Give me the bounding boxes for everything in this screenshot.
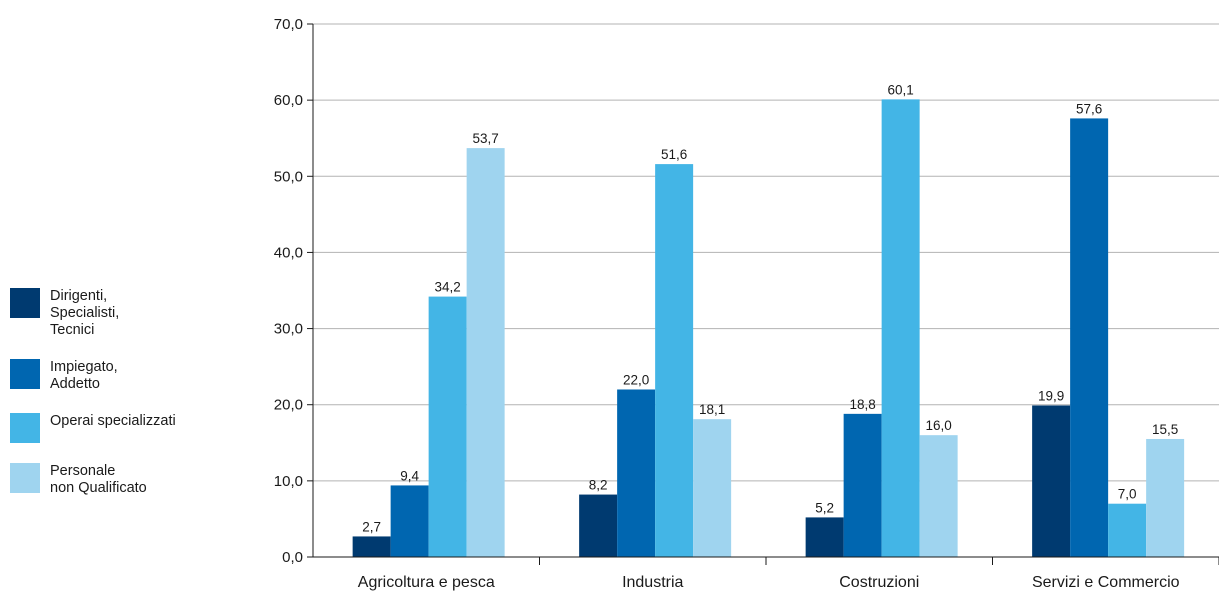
bar-value-label: 18,8 [849,397,875,412]
data-labels: 2,7 9,4 34,2 53,7 8,2 22,0 51,6 18,1 5,2 18,8 60,1… [362,82,1178,534]
legend-swatch [10,413,40,443]
bar-value-label: 7,0 [1118,487,1137,502]
x-category-label: Industria [622,574,683,591]
bar [919,435,958,557]
bar [1108,503,1147,557]
bar-value-label: 5,2 [815,500,834,515]
bar [1032,405,1071,557]
bar [390,485,429,557]
bar [655,164,694,558]
bar-value-label: 57,6 [1076,101,1102,116]
bar-value-label: 22,0 [623,372,649,387]
bar-value-label: 19,9 [1038,388,1064,403]
bar [693,419,732,557]
bar [1070,118,1109,557]
bar [881,99,920,557]
legend-swatch [10,288,40,318]
x-axis-categories: Agricoltura e pesca Industria Costruzioni S… [358,574,1180,591]
y-tick-label: 30,0 [274,321,303,338]
bar [843,413,882,557]
bar-value-label: 53,7 [472,131,498,146]
bar [617,389,656,557]
legend-label: Impiegato, Addetto [50,359,118,392]
legend: Dirigenti, Specialisti, Tecnici Impiegato… [10,288,215,517]
bar [1146,438,1185,557]
x-category-label: Servizi e Commercio [1032,574,1180,591]
bar-value-label: 18,1 [699,402,725,417]
y-axis-ticks: 0,0 10,0 20,0 30,0 40,0 50,0 60,0 70,0 [274,16,303,566]
y-tick-label: 70,0 [274,16,303,33]
bar-value-label: 34,2 [434,280,460,295]
legend-swatch [10,463,40,493]
legend-label: Dirigenti, Specialisti, Tecnici [50,288,120,338]
x-category-label: Costruzioni [839,574,919,591]
axes [307,23,1219,565]
bar-value-label: 51,6 [661,147,687,162]
bar [579,494,618,557]
y-tick-label: 60,0 [274,92,303,109]
bars [352,99,1185,558]
legend-item: Personale non Qualificato [10,463,215,497]
bar [805,517,844,557]
bar-value-label: 2,7 [362,519,381,534]
bar [428,296,467,557]
bar-value-label: 9,4 [400,468,419,483]
bar-value-label: 15,5 [1152,422,1178,437]
legend-swatch [10,359,40,389]
y-tick-label: 10,0 [274,473,303,490]
x-category-label: Agricoltura e pesca [358,574,495,591]
bar-value-label: 16,0 [925,418,951,433]
y-tick-label: 0,0 [282,549,303,566]
bar [352,536,391,557]
y-tick-label: 40,0 [274,244,303,261]
legend-item: Dirigenti, Specialisti, Tecnici [10,288,215,339]
y-tick-label: 50,0 [274,168,303,185]
legend-item: Impiegato, Addetto [10,359,215,393]
bar-value-label: 8,2 [589,478,608,493]
legend-label: Personale non Qualificato [50,463,147,496]
legend-item: Operai specializzati [10,413,215,443]
y-tick-label: 20,0 [274,397,303,414]
legend-label: Operai specializzati [50,413,176,429]
bar-value-label: 60,1 [887,82,913,97]
bar [466,148,505,557]
